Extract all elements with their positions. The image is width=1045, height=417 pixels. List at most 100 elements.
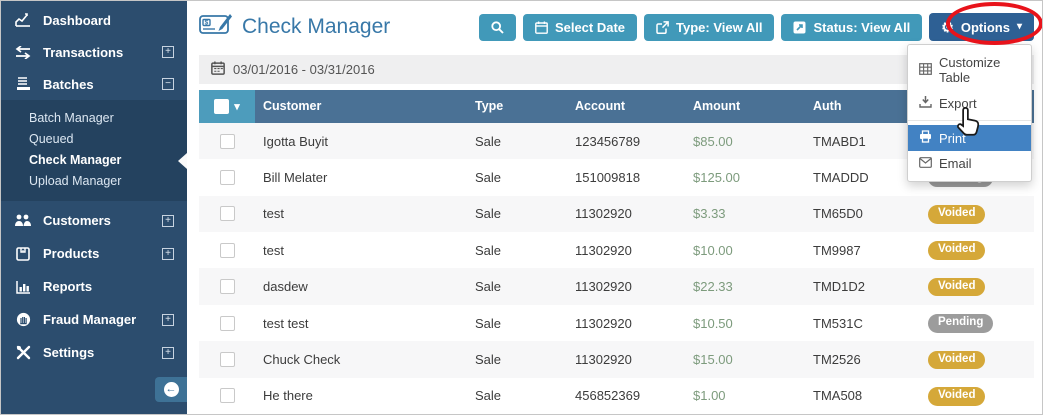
- select-all-checkbox[interactable]: [214, 98, 230, 114]
- printer-icon: [919, 130, 932, 146]
- cell-amount: $125.00: [693, 169, 740, 185]
- table-row[interactable]: test test Sale 11302920 $10.50 TM531C Pe…: [199, 304, 1034, 342]
- row-checkbox[interactable]: [219, 242, 235, 258]
- download-icon: [919, 95, 932, 111]
- page-title-text: Check Manager: [242, 15, 391, 39]
- table-row[interactable]: Chuck Check Sale 11302920 $15.00 TM2526 …: [199, 341, 1034, 378]
- sidebar-item-products[interactable]: Products +: [1, 237, 187, 270]
- date-range-text: 03/01/2016 - 03/31/2016: [233, 62, 375, 78]
- chevron-down-icon[interactable]: ▾: [234, 100, 240, 113]
- row-checkbox[interactable]: [219, 206, 235, 222]
- status-badge: Voided: [928, 205, 986, 224]
- row-checkbox[interactable]: [219, 133, 235, 149]
- envelope-icon: [919, 156, 932, 171]
- cell-amount: $3.33: [693, 206, 726, 222]
- cell-type: Sale: [475, 279, 502, 295]
- sidebar-item-upload-manager[interactable]: Upload Manager: [1, 171, 187, 192]
- expand-plus-icon[interactable]: +: [162, 346, 174, 359]
- sidebar-item-queued[interactable]: Queued: [1, 129, 187, 150]
- status-badge: Voided: [928, 277, 986, 297]
- table-row[interactable]: Igotta Buyit Sale 123456789 $85.00 TMABD…: [199, 122, 1034, 160]
- row-checkbox-cell: [199, 341, 255, 377]
- sidebar-item-check-manager[interactable]: Check Manager: [1, 150, 187, 171]
- row-checkbox[interactable]: [219, 279, 235, 295]
- column-header-auth[interactable]: Auth: [813, 99, 842, 114]
- search-icon: [491, 20, 504, 34]
- row-checkbox-cell: [199, 268, 255, 304]
- dashboard-icon: [14, 13, 32, 27]
- batches-submenu: Batch Manager Queued Check Manager Uploa…: [1, 100, 187, 201]
- expand-plus-icon[interactable]: +: [162, 247, 174, 260]
- cell-account: 11302920: [575, 315, 632, 331]
- column-header-type[interactable]: Type: [475, 99, 504, 114]
- table-row[interactable]: Bill Melater Sale 151009818 $125.00 TMAD…: [199, 159, 1034, 196]
- menu-item-customize-table[interactable]: Customize Table: [908, 50, 1031, 90]
- sidebar-collapse-button[interactable]: ←: [155, 377, 187, 402]
- menu-item-export[interactable]: Export: [908, 90, 1031, 116]
- options-label: Options: [960, 19, 1010, 35]
- sidebar-item-reports[interactable]: Reports: [1, 270, 187, 303]
- check-manager-icon: $: [199, 13, 233, 42]
- status-filter-button[interactable]: Status: View All: [781, 13, 923, 41]
- sidebar-item-label: Reports: [43, 279, 93, 294]
- menu-item-email[interactable]: Email: [908, 151, 1031, 176]
- customers-icon: [14, 214, 32, 227]
- settings-icon: [14, 345, 32, 360]
- sidebar-item-settings[interactable]: Settings +: [1, 336, 187, 369]
- sidebar-item-customers[interactable]: Customers +: [1, 204, 187, 237]
- external-link-icon: [656, 20, 669, 34]
- caret-down-icon: ▾: [1016, 21, 1022, 33]
- options-button[interactable]: ⚙ Options ▾: [929, 13, 1034, 42]
- row-checkbox[interactable]: [219, 315, 235, 331]
- column-header-amount[interactable]: Amount: [693, 99, 741, 114]
- expand-plus-icon[interactable]: +: [162, 214, 174, 227]
- transactions-icon: [14, 45, 32, 59]
- table-row[interactable]: test Sale 11302920 $3.33 TM65D0 Voided: [199, 195, 1034, 233]
- cell-auth: TMABD1: [813, 133, 866, 149]
- row-checkbox[interactable]: [219, 388, 235, 404]
- menu-item-label: Export: [939, 95, 977, 111]
- row-checkbox-cell: [199, 159, 255, 195]
- table-body: Igotta Buyit Sale 123456789 $85.00 TMABD…: [199, 122, 1034, 414]
- cell-customer: He there: [263, 388, 313, 404]
- status-badge: Voided: [928, 350, 986, 370]
- collapse-minus-icon[interactable]: −: [162, 78, 174, 90]
- select-date-button[interactable]: Select Date: [522, 13, 638, 41]
- active-item-notch: [178, 152, 187, 169]
- sidebar-item-batch-manager[interactable]: Batch Manager: [1, 108, 187, 129]
- table-row[interactable]: He there Sale 456852369 $1.00 TMA508 Voi…: [199, 377, 1034, 414]
- sidebar-item-fraud-manager[interactable]: Fraud Manager +: [1, 303, 187, 336]
- cell-account: 151009818: [575, 169, 641, 185]
- type-filter-button[interactable]: Type: View All: [644, 13, 775, 41]
- menu-divider: [908, 120, 1031, 121]
- cell-customer: test: [263, 242, 284, 258]
- cell-amount: $10.00: [693, 242, 733, 258]
- sidebar-item-batches[interactable]: Batches −: [1, 68, 187, 100]
- toolbar: Select Date Type: View All Status: View …: [478, 13, 1034, 42]
- table-row[interactable]: dasdew Sale 11302920 $22.33 TMD1D2 Voide…: [199, 268, 1034, 305]
- sidebar-item-label: Fraud Manager: [43, 312, 137, 327]
- cell-account: 11302920: [575, 279, 632, 295]
- sidebar-item-dashboard[interactable]: Dashboard: [1, 4, 187, 36]
- page-header: $ Check Manager Select Date: [187, 1, 1042, 47]
- options-dropdown-menu: Customize Table Export Print Email: [907, 44, 1032, 182]
- sidebar-item-transactions[interactable]: Transactions +: [1, 36, 187, 68]
- expand-plus-icon[interactable]: +: [162, 313, 174, 326]
- column-header-customer[interactable]: Customer: [263, 99, 322, 114]
- row-checkbox[interactable]: [219, 351, 235, 367]
- menu-item-print[interactable]: Print: [908, 125, 1031, 151]
- date-range-bar[interactable]: 03/01/2016 - 03/31/2016: [199, 55, 1034, 84]
- cell-auth: TM2526: [813, 351, 861, 367]
- table-row[interactable]: test Sale 11302920 $10.00 TM9987 Voided: [199, 232, 1034, 269]
- cell-amount: $15.00: [693, 351, 733, 367]
- row-checkbox[interactable]: [219, 169, 235, 185]
- cell-customer: test: [263, 206, 284, 222]
- expand-plus-icon[interactable]: +: [162, 46, 174, 58]
- search-button[interactable]: [478, 13, 516, 41]
- cell-account: 123456789: [575, 133, 641, 149]
- cell-customer: test test: [263, 315, 309, 331]
- cell-customer: Igotta Buyit: [263, 133, 329, 149]
- select-all-cell[interactable]: ▾: [199, 89, 255, 123]
- cell-auth: TMA508: [813, 388, 863, 404]
- column-header-account[interactable]: Account: [575, 99, 625, 114]
